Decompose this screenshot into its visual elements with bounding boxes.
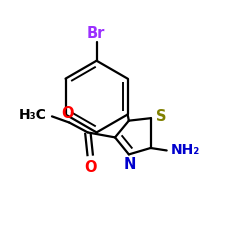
Text: N: N xyxy=(124,157,136,172)
Text: H₃C: H₃C xyxy=(19,108,47,122)
Text: O: O xyxy=(84,160,96,175)
Text: Br: Br xyxy=(86,26,104,41)
Text: S: S xyxy=(156,110,166,124)
Text: O: O xyxy=(61,106,74,121)
Text: NH₂: NH₂ xyxy=(170,144,200,158)
